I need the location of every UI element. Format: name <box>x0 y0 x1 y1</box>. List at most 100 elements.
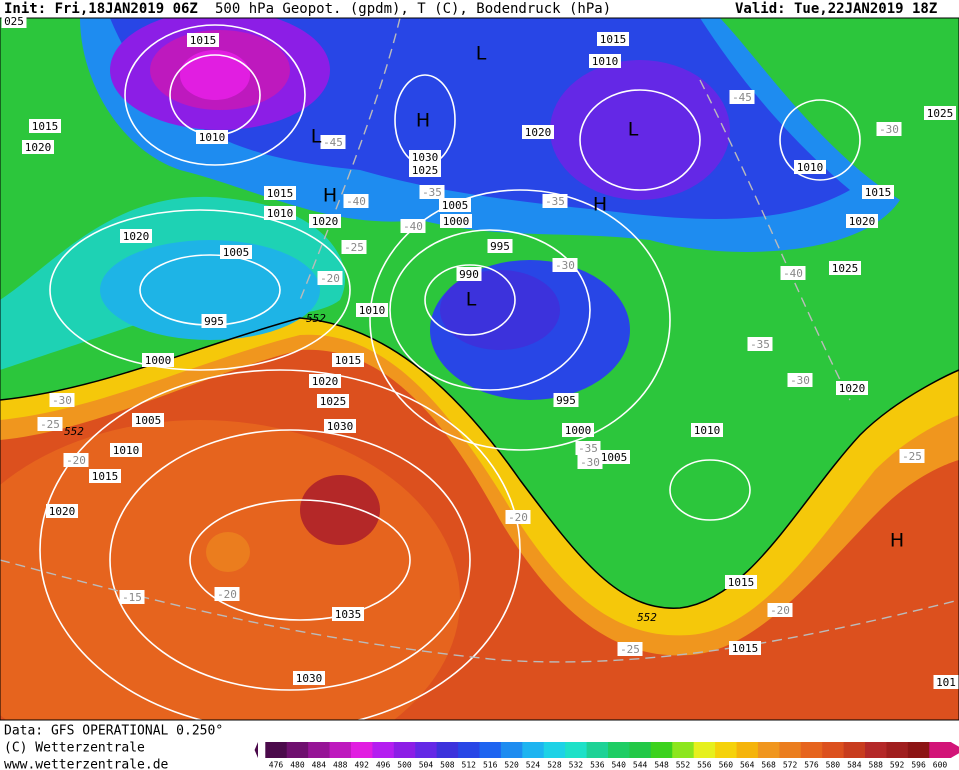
colorbar-label: 500 <box>397 761 412 770</box>
colorbar-label: 480 <box>290 761 305 770</box>
isobar-label: 1010 <box>199 131 226 144</box>
isobar-label-box <box>589 54 621 68</box>
colorbar-end <box>254 742 258 758</box>
isobar-label: 1015 <box>335 354 362 367</box>
valid-time: Valid: Tue,22JAN2019 18Z <box>735 1 937 17</box>
isobar-label: 1020 <box>312 375 339 388</box>
colorbar-swatch <box>929 742 952 758</box>
isobar-label: 1025 <box>320 395 347 408</box>
temperature-label: -15 <box>122 591 142 604</box>
temperature-label: -30 <box>879 123 899 136</box>
temperature-label: -45 <box>323 136 343 149</box>
temperature-label-box <box>780 266 806 280</box>
map-field <box>0 18 959 720</box>
temperature-label-box <box>341 240 367 254</box>
colorbar-swatch <box>608 742 630 758</box>
isobar-label: 995 <box>490 240 510 253</box>
contour-label: 552 <box>637 611 657 624</box>
isobar-label-box <box>264 206 296 220</box>
colorbar-swatch <box>715 742 738 758</box>
temperature-label: -20 <box>66 454 86 467</box>
isobar-label-box <box>196 130 228 144</box>
temperature-label: -25 <box>344 241 364 254</box>
colorbar-label: 568 <box>761 761 776 770</box>
isobar-label-box <box>829 261 861 275</box>
colorbar-label: 560 <box>719 761 734 770</box>
colorbar-swatch <box>865 742 887 758</box>
colorbar-label: 592 <box>890 761 905 770</box>
colorbar-swatch <box>800 742 823 758</box>
temperature-label: -35 <box>422 186 442 199</box>
temperature-label-box <box>400 219 426 233</box>
temperature-label-box <box>899 449 925 463</box>
colorbar-label: 588 <box>869 761 884 770</box>
isobar-label-box <box>409 150 441 164</box>
temperature-label: -25 <box>620 643 640 656</box>
pressure-center: H <box>416 110 430 132</box>
colorbar-swatch <box>886 742 909 758</box>
isobar-label-box <box>862 185 894 199</box>
isobar-label-box <box>598 450 630 464</box>
colorbar-swatch <box>650 742 673 758</box>
colorbar-swatch <box>372 742 395 758</box>
temperature-label: -30 <box>52 394 72 407</box>
isobar-label-box <box>264 186 296 200</box>
isobar-label: 1000 <box>565 424 592 437</box>
isobar-label: 1015 <box>732 642 759 655</box>
website-url: www.wetterzentrale.de <box>4 758 169 770</box>
temperature-label: -35 <box>545 195 565 208</box>
isobar-label: 1015 <box>600 33 627 46</box>
isobar-label-box <box>933 675 959 689</box>
temperature-label-box <box>617 642 643 656</box>
colorbar-swatch <box>586 742 609 758</box>
pressure-center: H <box>323 185 337 207</box>
isobar-label: 1020 <box>839 382 866 395</box>
colorbar-label: 512 <box>462 761 477 770</box>
colorbar-swatch <box>522 742 545 758</box>
temperature-label: -35 <box>750 338 770 351</box>
colorbar-swatch <box>543 742 566 758</box>
colorbar-label: 520 <box>504 761 519 770</box>
colorbar-label: 508 <box>440 761 455 770</box>
isobar-label: 1005 <box>601 451 628 464</box>
temperature-label-box <box>49 393 75 407</box>
isobar-label-box <box>409 163 441 177</box>
colorbar-label: 548 <box>654 761 669 770</box>
temperature-label-box <box>747 337 773 351</box>
isobar-label-box <box>46 504 78 518</box>
colorbar-swatch <box>436 742 459 758</box>
temperature-label-box <box>575 441 601 455</box>
isobar-label-box <box>729 641 761 655</box>
temperature-label-box <box>317 271 343 285</box>
temperature-label: -40 <box>403 220 423 233</box>
isobar-label-box <box>332 607 364 621</box>
map-title: 500 hPa Geopot. (gpdm), T (C), Bodendruc… <box>215 1 611 17</box>
isobar-label: 1020 <box>123 230 150 243</box>
colorbar-label: 488 <box>333 761 348 770</box>
isobar-label-box <box>324 419 356 433</box>
pressure-center: L <box>628 119 639 141</box>
colorbar-swatch <box>458 742 480 758</box>
isobar-label: 101 <box>936 676 956 689</box>
isobar-label: 995 <box>556 394 576 407</box>
isobar-label-box <box>553 393 579 407</box>
temperature-label-box <box>419 185 445 199</box>
temperature-label: -20 <box>320 272 340 285</box>
colorbar-swatch <box>393 742 416 758</box>
contour-label: 552 <box>64 425 84 438</box>
init-time: Init: Fri,18JAN2019 06Z <box>4 1 198 17</box>
temperature-label: -25 <box>40 418 60 431</box>
colorbar-swatch <box>736 742 759 758</box>
isobar-label: 1015 <box>92 470 119 483</box>
isobar-label: 1000 <box>443 215 470 228</box>
colorbar-label: 556 <box>697 761 712 770</box>
isobar-label-box <box>110 443 142 457</box>
isobar-label-box <box>29 119 61 133</box>
isobar-label-box <box>439 198 471 212</box>
isobar-label-box <box>293 671 325 685</box>
temperature-label: -20 <box>770 604 790 617</box>
colorbar-swatch <box>500 742 523 758</box>
colorbar-label: 532 <box>569 761 584 770</box>
